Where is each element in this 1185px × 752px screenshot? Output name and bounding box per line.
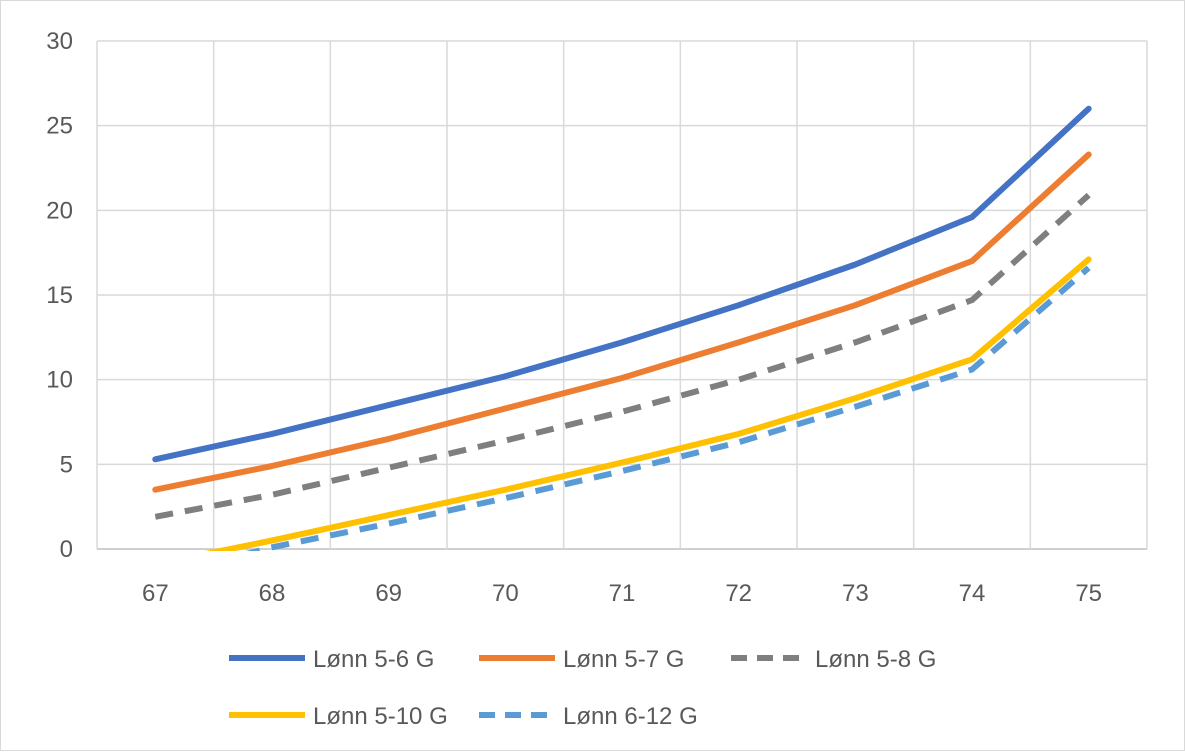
- x-tick-label: 75: [1075, 580, 1102, 607]
- y-axis-ticks: 0 5 10 15 20 25 30: [46, 28, 73, 563]
- x-tick-label: 67: [142, 580, 169, 607]
- legend-label: Lønn 5-7 G: [563, 646, 684, 673]
- legend-label: Lønn 5-10 G: [313, 703, 448, 730]
- legend-item: Lønn 5-6 G: [229, 646, 434, 673]
- legend-label: Lønn 6-12 G: [563, 703, 698, 730]
- x-tick-label: 68: [259, 580, 286, 607]
- x-tick-label: 74: [959, 580, 986, 607]
- x-axis-ticks: 67 68 69 70 71 72 73 74 75: [142, 580, 1102, 607]
- x-tick-label: 72: [725, 580, 752, 607]
- legend: Lønn 5-6 G Lønn 5-7 G Lønn 5-8 G Lønn 5-10 …: [229, 646, 936, 730]
- series-line-2: [152, 151, 1092, 493]
- legend-item: Lønn 5-7 G: [479, 646, 684, 673]
- y-tick-label: 10: [46, 367, 73, 394]
- series-line-4: [205, 256, 1092, 551]
- x-tick-label: 71: [609, 580, 636, 607]
- y-tick-label: 30: [46, 28, 73, 55]
- x-tick-label: 70: [492, 580, 519, 607]
- legend-item: Lønn 5-10 G: [229, 703, 448, 730]
- legend-label: Lønn 5-6 G: [313, 646, 434, 673]
- gridlines: [96, 40, 1148, 550]
- series-line-5: [245, 265, 1091, 551]
- x-tick-label: 69: [375, 580, 402, 607]
- legend-item: Lønn 6-12 G: [479, 703, 698, 730]
- series-line-3: [154, 192, 1091, 520]
- x-tick-label: 73: [842, 580, 869, 607]
- legend-item: Lønn 5-8 G: [731, 646, 936, 673]
- y-tick-label: 15: [46, 282, 73, 309]
- series-lines: [152, 105, 1092, 551]
- y-tick-label: 0: [60, 536, 73, 563]
- y-tick-label: 20: [46, 197, 73, 224]
- y-tick-label: 25: [46, 113, 73, 140]
- series-line-1: [152, 105, 1092, 463]
- y-tick-label: 5: [60, 451, 73, 478]
- legend-label: Lønn 5-8 G: [815, 646, 936, 673]
